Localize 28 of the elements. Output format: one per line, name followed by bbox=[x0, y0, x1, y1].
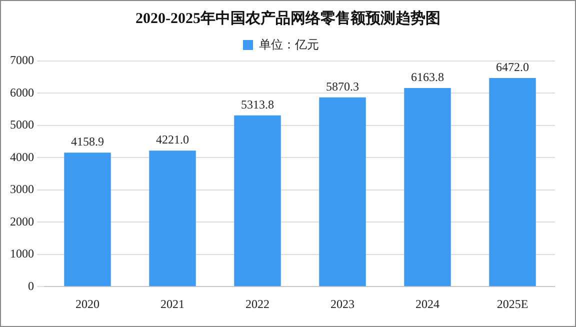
bar bbox=[149, 150, 196, 286]
bar bbox=[64, 152, 111, 286]
data-label: 5313.8 bbox=[241, 98, 274, 112]
x-tick-label: 2023 bbox=[330, 296, 354, 311]
x-tick-label: 2025E bbox=[496, 296, 528, 311]
x-tick-label: 2020 bbox=[76, 296, 100, 311]
y-tick-label: 4000 bbox=[10, 150, 34, 164]
bar bbox=[234, 115, 281, 286]
data-label: 6163.8 bbox=[411, 70, 444, 84]
x-tick-label: 2024 bbox=[416, 296, 440, 311]
y-tick-label: 1000 bbox=[10, 246, 34, 261]
data-label: 6472.0 bbox=[496, 60, 529, 74]
y-tick-label: 3000 bbox=[10, 182, 34, 196]
y-tick-label: 7000 bbox=[10, 53, 34, 68]
bar bbox=[489, 78, 536, 286]
legend-label: 单位：亿元 bbox=[259, 37, 319, 52]
y-tick-label: 0 bbox=[28, 278, 34, 293]
y-tick-label: 5000 bbox=[10, 118, 34, 132]
bar bbox=[404, 88, 451, 286]
bar bbox=[319, 97, 366, 286]
x-tick-label: 2021 bbox=[160, 296, 184, 311]
y-tick-label: 6000 bbox=[10, 85, 34, 100]
data-label: 4158.9 bbox=[71, 134, 104, 149]
y-tick-label: 2000 bbox=[10, 214, 34, 228]
chart-title: 2020-2025年中国农产品网络零售额预测趋势图 bbox=[134, 9, 442, 28]
x-tick-label: 2022 bbox=[246, 296, 270, 311]
data-label: 4221.0 bbox=[156, 132, 189, 147]
data-label: 5870.3 bbox=[326, 80, 359, 94]
